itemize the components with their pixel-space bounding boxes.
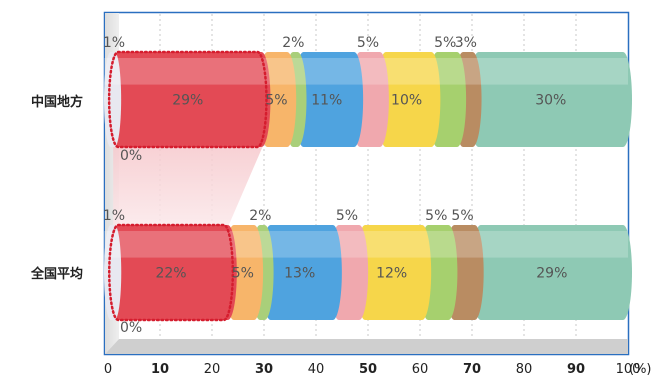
highlight-connector [113, 147, 263, 225]
data-label: 5% [232, 266, 254, 282]
data-label: 5% [357, 35, 379, 51]
x-axis-ticks: 0 10 20 30 40 50 60 70 80 90 100 [104, 362, 641, 377]
data-label: 30% [535, 93, 566, 109]
bar-segment [109, 225, 237, 320]
data-label: 1% [103, 35, 125, 51]
bar-segment [261, 225, 342, 320]
category-label-1: 全国平均 [30, 266, 83, 282]
highlight-outline [108, 223, 235, 322]
bar-segment [109, 52, 271, 147]
zero-label-1: 0% [120, 320, 142, 336]
category-label-0: 中国地方 [31, 94, 83, 110]
x-tick-label: 30 [255, 362, 273, 377]
data-label: 13% [284, 266, 315, 282]
bars [104, 52, 632, 320]
x-tick-label: 10 [151, 362, 169, 377]
x-tick-label: 80 [516, 362, 533, 377]
bar-segment [104, 52, 122, 147]
data-label: 5% [425, 208, 447, 224]
x-tick-label: 100 [616, 362, 641, 377]
bar-sheen [104, 231, 628, 258]
data-label: 10% [391, 93, 422, 109]
plot-floor [105, 339, 628, 354]
data-label: 5% [451, 208, 473, 224]
x-tick-label: 40 [308, 362, 325, 377]
data-label: 1% [103, 208, 125, 224]
data-label: 2% [282, 35, 304, 51]
x-tick-label: 0 [104, 362, 112, 377]
highlight-outline [107, 50, 268, 149]
bar-segment [471, 225, 632, 320]
bar-segment [294, 52, 364, 147]
data-labels: 1%29% 5%2%11%5%10%5%3%30%1%22% 5%2%13%5%12… [103, 35, 568, 282]
highlight-outlines [107, 50, 268, 322]
bar-segment [376, 52, 441, 147]
x-tick-label: 50 [359, 362, 377, 377]
bar-segment [104, 225, 122, 320]
data-label: 22% [155, 266, 186, 282]
data-label: 12% [376, 266, 407, 282]
x-tick-label: 70 [463, 362, 481, 377]
data-label: 5% [336, 208, 358, 224]
bar-segment [356, 225, 432, 320]
data-label: 29% [536, 266, 567, 282]
zero-label-0: 0% [120, 148, 142, 164]
data-label: 29% [172, 93, 203, 109]
data-label: 5% [265, 93, 287, 109]
data-label: 3% [455, 35, 477, 51]
x-axis-unit: (%) [629, 362, 652, 377]
bar-sheen [104, 58, 628, 85]
data-label: 5% [434, 35, 456, 51]
x-tick-label: 90 [567, 362, 585, 377]
x-tick-label: 20 [204, 362, 221, 377]
data-label: 2% [249, 208, 271, 224]
bar-segment [469, 52, 632, 147]
x-tick-label: 60 [412, 362, 429, 377]
data-label: 11% [311, 93, 342, 109]
